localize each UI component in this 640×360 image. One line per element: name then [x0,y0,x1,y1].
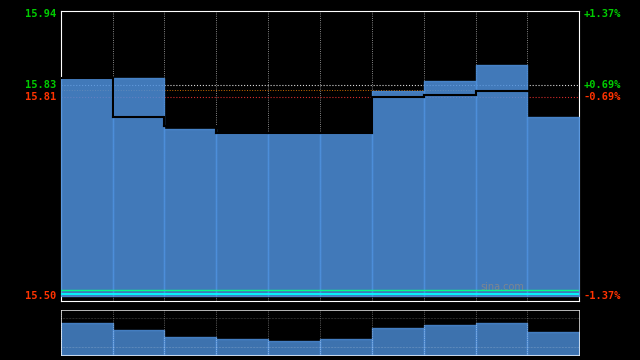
Text: 15.50: 15.50 [26,291,57,301]
Text: -1.37%: -1.37% [583,291,621,301]
Text: 15.94: 15.94 [26,9,57,19]
Text: 15.83: 15.83 [26,80,57,90]
Text: +1.37%: +1.37% [583,9,621,19]
Text: -0.69%: -0.69% [583,93,621,102]
Text: 15.81: 15.81 [26,93,57,102]
Text: +0.69%: +0.69% [583,80,621,90]
Text: sina.com: sina.com [481,282,525,292]
